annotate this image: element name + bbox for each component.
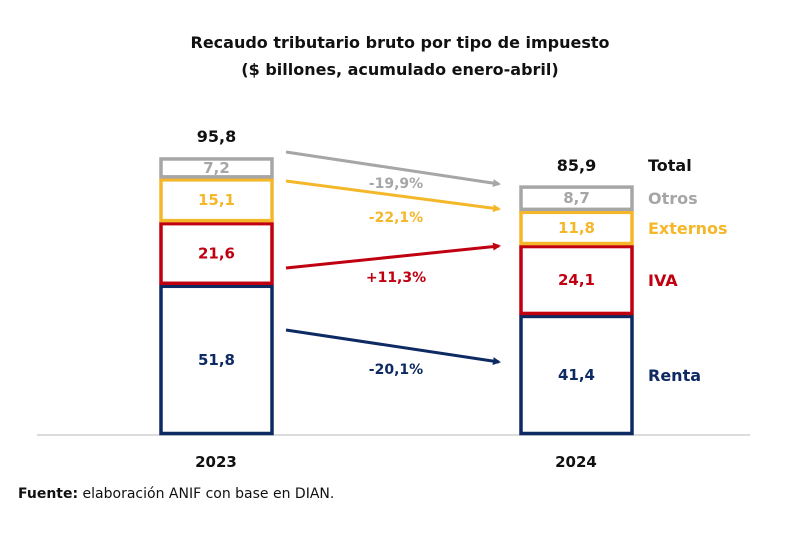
- change-arrow-iva: [285, 242, 501, 270]
- change-arrow-otros: [285, 150, 501, 188]
- segment-label-otros-2023: 7,2: [203, 159, 230, 177]
- bar-segment-iva-2023: [159, 221, 274, 286]
- bar-segment-renta-2023: [159, 284, 274, 436]
- segment-label-renta-2023: 51,8: [198, 351, 235, 369]
- x-tick-2024: 2024: [555, 453, 597, 471]
- segment-label-iva-2023: 21,6: [198, 244, 235, 262]
- source-note: Fuente: elaboración ANIF con base en DIA…: [18, 486, 334, 502]
- change-label-renta: -20,1%: [369, 362, 423, 378]
- chart-title: Recaudo tributario bruto por tipo de imp…: [191, 33, 610, 52]
- legend-externos: Externos: [648, 219, 728, 238]
- bar-segment-iva-2024: [519, 244, 634, 316]
- segment-label-externos-2023: 15,1: [198, 191, 235, 209]
- bar-segment-externos-2023: [159, 178, 274, 223]
- x-tick-2023: 2023: [195, 453, 237, 471]
- change-label-iva: +11,3%: [366, 270, 426, 286]
- source-label: Fuente:: [18, 486, 79, 502]
- arrows-group: [285, 150, 501, 366]
- legend-renta: Renta: [648, 366, 701, 385]
- change-label-otros: -19,9%: [369, 176, 423, 192]
- total-label-2023: 95,8: [197, 127, 236, 146]
- segment-label-renta-2024: 41,4: [558, 366, 595, 384]
- change-arrow-renta: [285, 328, 501, 366]
- source-text: elaboración ANIF con base en DIAN.: [78, 486, 335, 502]
- total-label-2024: 85,9: [557, 156, 596, 175]
- segment-label-externos-2024: 11,8: [558, 219, 595, 237]
- legend-total: Total: [648, 156, 692, 175]
- change-arrow-externos: [285, 179, 501, 213]
- chart-subtitle: ($ billones, acumulado enero-abril): [241, 60, 558, 79]
- segment-label-otros-2024: 8,7: [563, 189, 590, 207]
- bar-segment-otros-2023: [159, 157, 274, 179]
- labels-group: 51,8 21,6 15,1 7,2 95,8 41,4 24,1 11,8 8,7 85,9 To…: [197, 127, 728, 385]
- bar-segment-renta-2024: [519, 314, 634, 436]
- legend-iva: IVA: [648, 271, 678, 290]
- change-label-externos: -22,1%: [369, 210, 423, 226]
- bar-segment-externos-2024: [519, 210, 634, 246]
- legend-otros: Otros: [648, 189, 698, 208]
- segment-label-iva-2024: 24,1: [558, 271, 595, 289]
- bar-segment-otros-2024: [519, 185, 634, 212]
- bars-group: [159, 157, 634, 436]
